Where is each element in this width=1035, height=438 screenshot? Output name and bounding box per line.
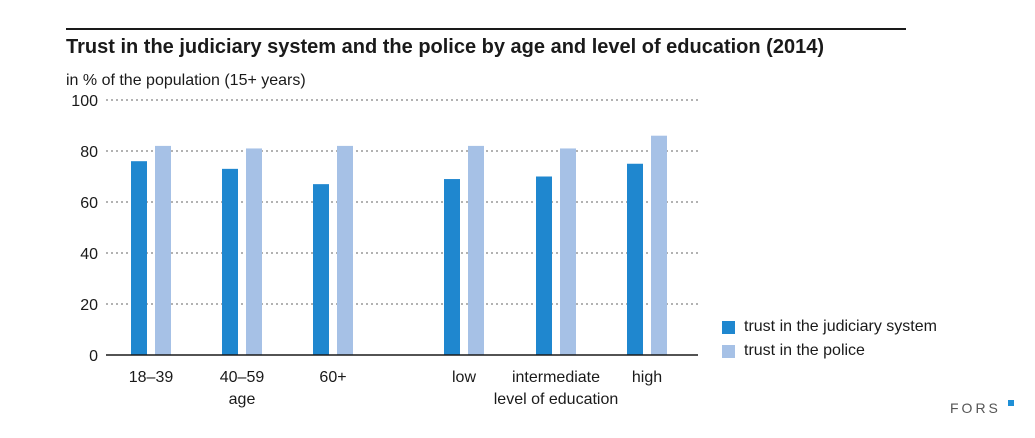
- bar-judiciary-4: [536, 176, 552, 355]
- y-tick-label-100: 100: [71, 93, 98, 110]
- y-tick-label-80: 80: [80, 144, 98, 161]
- legend: trust in the judiciary system trust in t…: [722, 316, 937, 364]
- bar-police-1: [246, 148, 262, 355]
- bar-judiciary-3: [444, 179, 460, 355]
- x-tick-label-1: 40–59: [220, 369, 265, 386]
- x-tick-label-5: high: [632, 369, 662, 386]
- x-tick-label-4: intermediate: [512, 369, 600, 386]
- logo-dot-icon: [1008, 400, 1014, 406]
- fors-logo: FORS: [950, 400, 1001, 416]
- bar-judiciary-2: [313, 184, 329, 355]
- legend-swatch-judiciary: [722, 320, 735, 334]
- legend-swatch-police: [722, 344, 735, 358]
- bar-judiciary-1: [222, 168, 238, 355]
- bar-judiciary-0: [131, 161, 147, 355]
- legend-item-police: trust in the police: [722, 340, 937, 362]
- legend-label-police: trust in the police: [744, 342, 865, 359]
- bar-judiciary-5: [627, 163, 643, 355]
- bar-police-3: [468, 145, 484, 355]
- x-tick-label-0: 18–39: [129, 369, 174, 386]
- bar-police-0: [155, 145, 171, 355]
- y-tick-label-0: 0: [89, 348, 98, 365]
- y-tick-label-20: 20: [80, 297, 98, 314]
- bar-police-5: [651, 135, 667, 355]
- bar-police-2: [337, 145, 353, 355]
- y-axis-label: in % of the population (15+ years): [66, 72, 306, 89]
- x-tick-label-2: 60+: [319, 369, 346, 386]
- group-label-0: age: [229, 391, 256, 408]
- legend-item-judiciary: trust in the judiciary system: [722, 316, 937, 338]
- y-tick-label-40: 40: [80, 246, 98, 263]
- chart-title: Trust in the judiciary system and the po…: [66, 36, 824, 58]
- bar-police-4: [560, 148, 576, 355]
- x-tick-label-3: low: [452, 369, 476, 386]
- group-label-1: level of education: [494, 391, 619, 408]
- y-tick-label-60: 60: [80, 195, 98, 212]
- legend-label-judiciary: trust in the judiciary system: [744, 318, 937, 335]
- title-rule: [66, 28, 906, 30]
